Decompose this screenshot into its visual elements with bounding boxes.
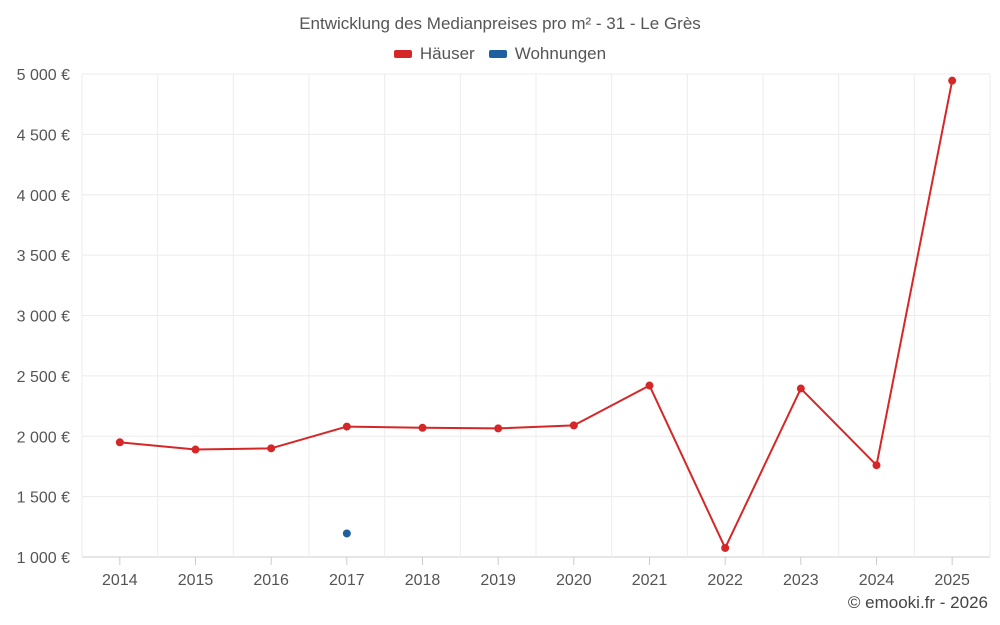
data-point[interactable] bbox=[342, 529, 351, 538]
data-point[interactable] bbox=[645, 381, 654, 390]
x-tick-label: 2024 bbox=[859, 572, 895, 589]
x-tick-label: 2015 bbox=[178, 572, 214, 589]
legend-item-haeuser[interactable]: Häuser bbox=[393, 44, 475, 64]
data-point[interactable] bbox=[115, 438, 124, 447]
x-tick-label: 2025 bbox=[934, 572, 970, 589]
y-tick-label: 5 000 € bbox=[17, 67, 70, 84]
legend-label-haeuser: Häuser bbox=[419, 44, 475, 63]
y-tick-label: 3 000 € bbox=[17, 309, 70, 326]
grid-lines bbox=[81, 73, 991, 558]
axes: 1 000 € 1 500 € 2 000 € 2 500 € 3 000 € 3 500… bbox=[17, 67, 970, 589]
x-tick-label: 2022 bbox=[707, 572, 743, 589]
data-point[interactable] bbox=[569, 421, 578, 430]
legend-label-wohnungen: Wohnungen bbox=[514, 44, 607, 63]
data-point[interactable] bbox=[267, 444, 276, 453]
data-point[interactable] bbox=[494, 424, 503, 433]
y-tick-label: 2 500 € bbox=[17, 369, 70, 386]
x-tick-label: 2016 bbox=[253, 572, 289, 589]
credit-text: © emooki.fr - 2026 bbox=[847, 593, 988, 612]
x-tick-label: 2021 bbox=[632, 572, 668, 589]
data-point[interactable] bbox=[342, 422, 351, 431]
y-tick-label: 1 000 € bbox=[17, 550, 70, 567]
x-tick-label: 2019 bbox=[480, 572, 516, 589]
x-tick-label: 2020 bbox=[556, 572, 592, 589]
y-tick-label: 4 500 € bbox=[17, 127, 70, 144]
data-point[interactable] bbox=[796, 384, 805, 393]
chart-title: Entwicklung des Medianpreises pro m² - 3… bbox=[299, 14, 701, 33]
x-tick-label: 2014 bbox=[102, 572, 138, 589]
x-tick-label: 2023 bbox=[783, 572, 819, 589]
legend-item-wohnungen[interactable]: Wohnungen bbox=[488, 44, 607, 64]
legend: Häuser Wohnungen bbox=[0, 44, 1000, 64]
legend-swatch-wohnungen bbox=[488, 50, 507, 58]
data-point[interactable] bbox=[721, 543, 730, 552]
series-lines bbox=[115, 76, 957, 552]
legend-swatch-haeuser bbox=[393, 50, 412, 58]
data-point[interactable] bbox=[418, 423, 427, 432]
x-tick-label: 2017 bbox=[329, 572, 365, 589]
x-tick-label: 2018 bbox=[405, 572, 441, 589]
y-tick-label: 2 000 € bbox=[17, 429, 70, 446]
y-tick-label: 3 500 € bbox=[17, 248, 70, 265]
data-point[interactable] bbox=[872, 461, 881, 470]
y-tick-label: 4 000 € bbox=[17, 188, 70, 205]
y-tick-label: 1 500 € bbox=[17, 490, 70, 507]
data-point[interactable] bbox=[948, 76, 957, 85]
data-point[interactable] bbox=[191, 445, 200, 454]
series-line-0 bbox=[119, 80, 954, 549]
